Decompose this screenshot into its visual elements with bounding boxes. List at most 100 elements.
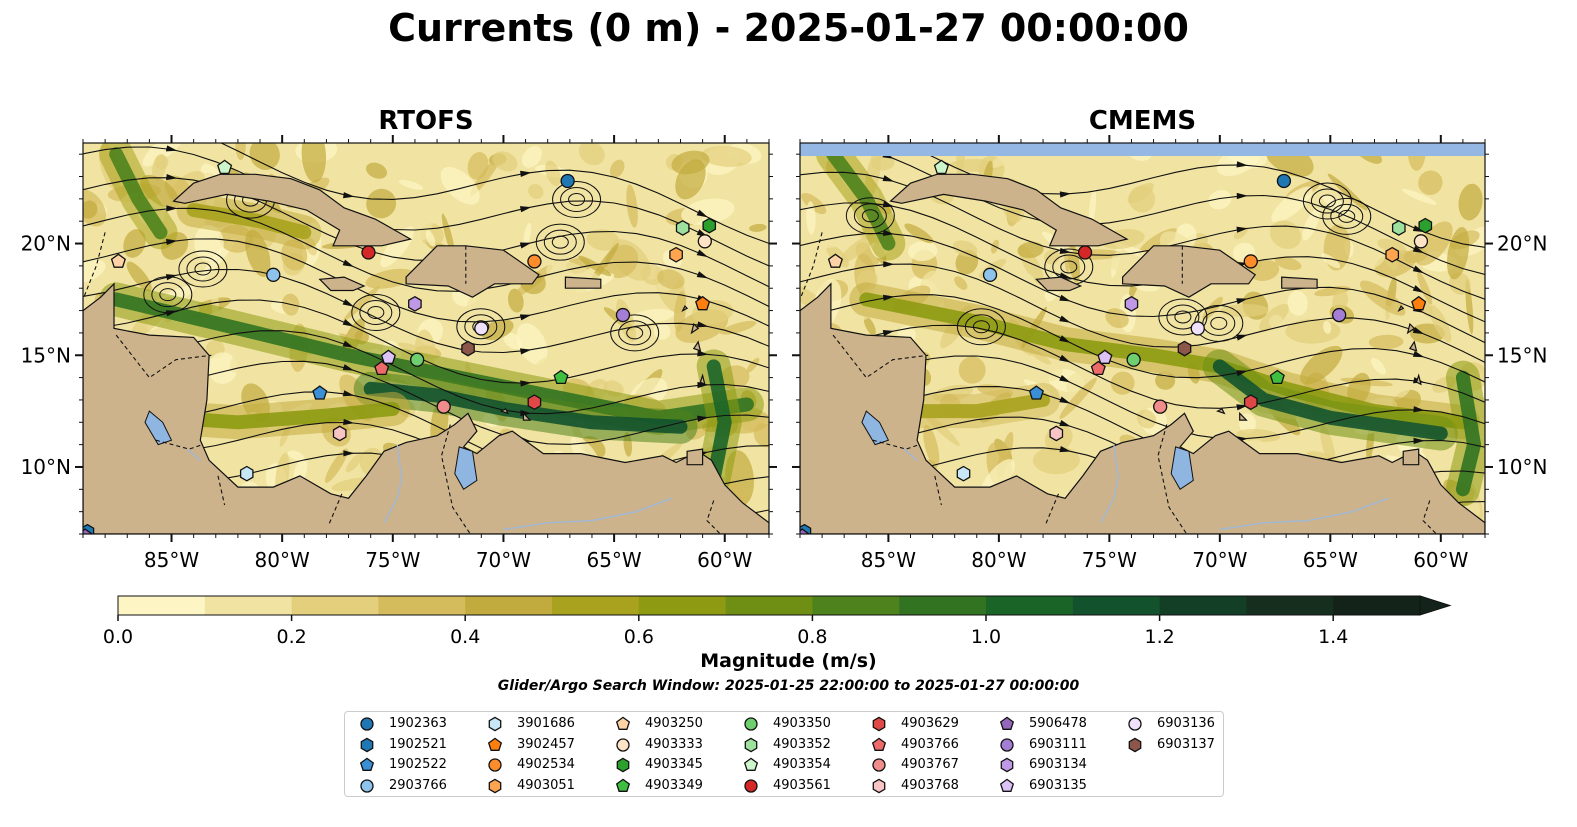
colorbar-segment — [1333, 596, 1421, 615]
legend-marker-pentagon-icon — [871, 737, 887, 751]
streamline-arrow — [1059, 191, 1072, 198]
float-4903352 — [1391, 220, 1406, 236]
streamline-arrow — [166, 174, 178, 181]
streamline-arrow — [696, 271, 709, 279]
colorbar-segment — [378, 596, 466, 615]
legend-item-3901686: 3901686 — [487, 716, 607, 732]
legend-marker-hexagon-icon — [872, 778, 886, 793]
legend-item-1902521: 1902521 — [359, 737, 479, 753]
float-4903345 — [702, 217, 717, 234]
country-border — [934, 475, 942, 506]
legend-label: 4903768 — [901, 777, 959, 793]
float-4903561 — [361, 245, 376, 260]
streamline-arrow — [883, 261, 895, 268]
float-6903135 — [380, 349, 396, 364]
streamline-arrow — [342, 319, 354, 327]
colorbar-tick-label: 0.4 — [450, 626, 480, 648]
legend-marker-pentagon-icon — [615, 778, 631, 792]
streamline — [83, 207, 769, 307]
float-6903137 — [1177, 340, 1192, 357]
current-jet — [186, 203, 312, 240]
streamline-arrow — [520, 170, 532, 177]
streamline-arrow — [1412, 265, 1425, 274]
lake — [454, 446, 478, 491]
land-mass — [172, 173, 413, 247]
streamline — [219, 143, 769, 244]
current-jet — [1212, 359, 1448, 441]
float-3901686 — [239, 465, 254, 482]
eddy-streamline — [535, 223, 585, 261]
float-6903111 — [615, 307, 631, 323]
float-5906478 — [83, 528, 93, 534]
float-6903137 — [461, 340, 475, 357]
legend-item-4903350: 4903350 — [743, 716, 863, 732]
land-mass — [1397, 305, 1405, 312]
country-border — [440, 424, 471, 534]
streamline-arrow — [519, 314, 532, 321]
legend-label: 1902521 — [389, 736, 447, 752]
legend-marker-hexagon-icon — [488, 716, 502, 732]
land-mass — [686, 448, 704, 466]
legend-item-4903767: 4903767 — [871, 757, 991, 773]
legend-item-6903111: 6903111 — [999, 737, 1119, 753]
streamline — [800, 294, 1485, 383]
float-6903134 — [408, 295, 422, 312]
land-mass — [690, 322, 700, 335]
float-legend: 1902363 1902521 1902522 2903766 3901686 39024… — [344, 711, 1224, 797]
legend-item-6903135: 6903135 — [999, 778, 1119, 794]
legend-marker-hexagon-icon — [1000, 757, 1014, 773]
country-border — [155, 439, 203, 450]
eddy-streamline — [151, 282, 185, 308]
legend-marker-hexagon-icon — [488, 778, 502, 793]
legend-item-5906478: 5906478 — [999, 716, 1119, 732]
streamline-arrow — [342, 259, 355, 267]
country-border — [706, 500, 721, 534]
panel-frame — [82, 142, 770, 535]
legend-label: 4903345 — [645, 757, 703, 772]
colorbar-segment — [291, 596, 379, 615]
streamline-arrow — [166, 238, 178, 246]
float-4902534 — [1243, 254, 1258, 269]
float-4903766 — [1090, 360, 1106, 376]
float-4903333 — [697, 234, 712, 249]
float-4903250 — [110, 253, 126, 268]
colorbar-segment — [1072, 596, 1161, 615]
float-1902363 — [1276, 173, 1292, 189]
streamline-arrow — [696, 209, 709, 218]
float-4903333 — [1413, 234, 1429, 249]
streamline-arrow — [519, 348, 532, 355]
legend-item-4903354: 4903354 — [743, 757, 863, 773]
eddy-streamline — [1174, 310, 1192, 324]
land-mass — [405, 245, 540, 298]
land-mass — [564, 276, 602, 289]
float-2903766 — [982, 267, 998, 282]
country-border — [872, 439, 920, 450]
eddy-streamline — [551, 235, 569, 249]
legend-marker-circle-icon — [360, 717, 374, 731]
streamline-arrow — [1236, 370, 1248, 377]
legend-item-1902363: 1902363 — [359, 716, 479, 732]
land-mass — [699, 373, 706, 386]
float-6903111 — [1332, 307, 1347, 323]
eddy-streamline — [194, 262, 212, 276]
land-mass — [692, 340, 702, 352]
streamline-arrow — [1059, 374, 1071, 383]
streamline-arrow — [1236, 226, 1248, 233]
colorbar-label: Magnitude (m/s) — [700, 650, 877, 672]
colorbar-segment — [1246, 596, 1334, 615]
legend-label: 4903767 — [901, 757, 959, 772]
streamline — [83, 268, 769, 354]
land-mass — [1216, 408, 1226, 415]
float-4903767 — [436, 399, 451, 414]
colorbar-tick-label: 1.4 — [1318, 626, 1348, 648]
streamline-arrow — [1413, 406, 1425, 413]
y-tick-label: 15°N — [1497, 343, 1547, 367]
country-border — [83, 232, 106, 300]
legend-item-4903345: 4903345 — [615, 757, 735, 773]
legend-item-6903136: 6903136 — [1127, 716, 1247, 732]
legend-label: 4902534 — [517, 757, 575, 772]
eddy-streamline — [972, 320, 990, 334]
x-tick-label: 65°W — [586, 548, 641, 572]
legend-label: 6903111 — [1029, 736, 1087, 752]
streamline-arrow — [1059, 294, 1071, 302]
